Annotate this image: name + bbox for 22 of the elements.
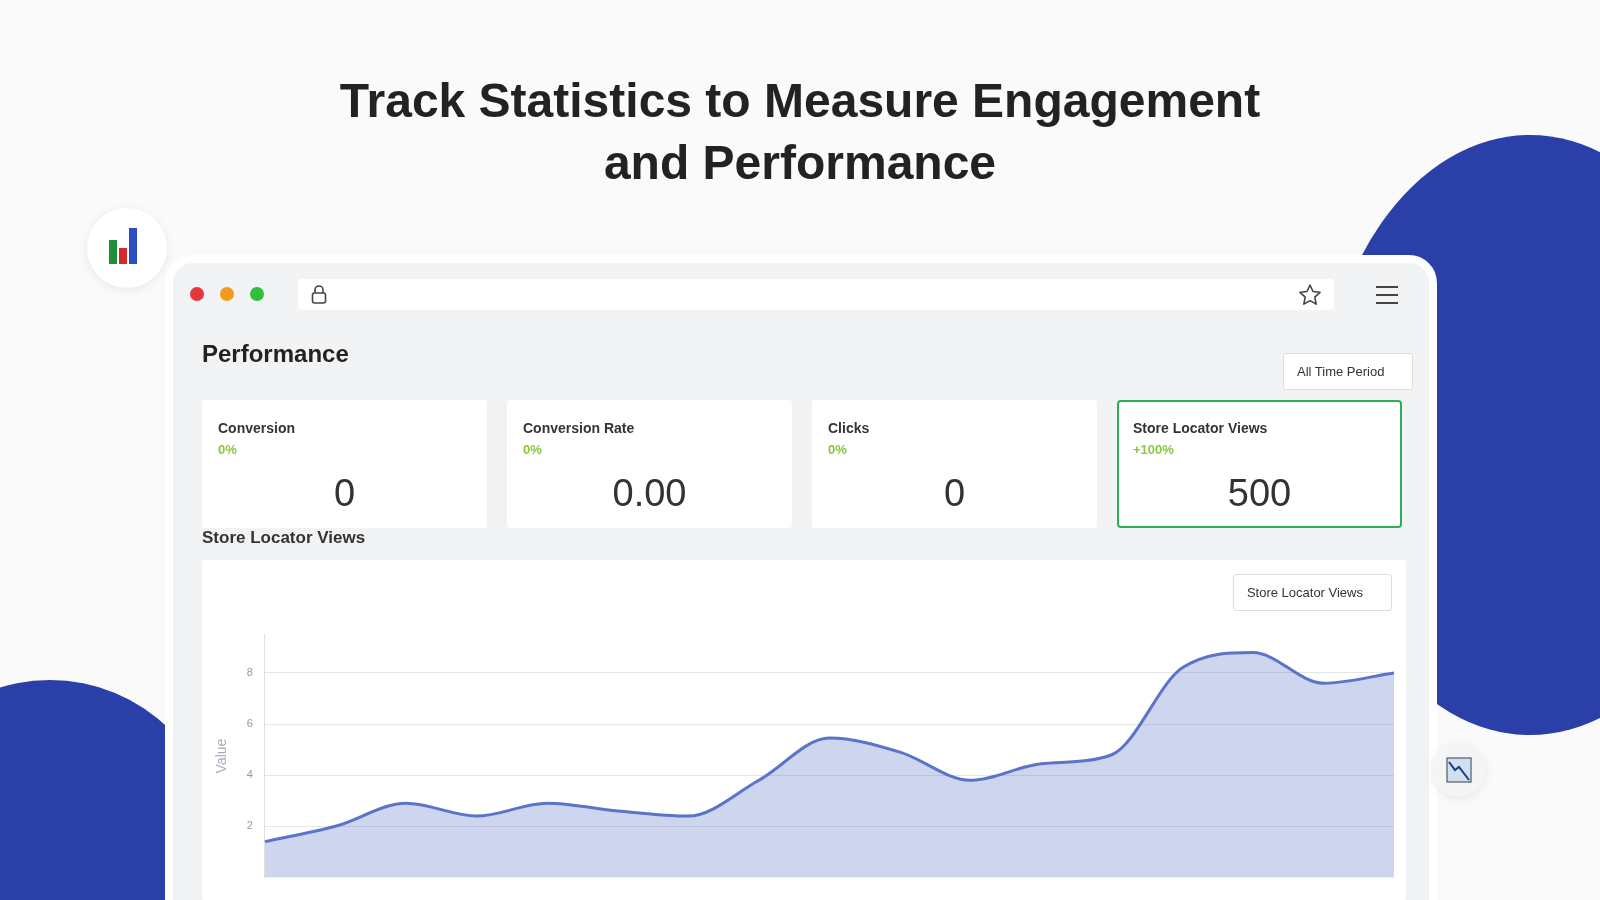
- y-tick-label: 4: [246, 768, 253, 781]
- text: Store Locator Views: [1232, 574, 1392, 611]
- text: Store Locator Views: [1133, 420, 1268, 436]
- text: 0%: [828, 442, 847, 457]
- text: Conversion Rate: [523, 420, 635, 436]
- y-tick-label: 8: [246, 665, 253, 678]
- text: +100%: [1133, 442, 1174, 457]
- text: Performance: [202, 340, 349, 368]
- text: 0: [942, 472, 967, 515]
- text: 0%: [218, 442, 237, 457]
- chart-title: Store Locator Views: [202, 528, 366, 548]
- text: 0: [332, 472, 357, 515]
- text: 0%: [523, 442, 542, 457]
- y-tick-label: 6: [246, 717, 253, 730]
- text: Track Statistics to Measure Engagement and Performance: [338, 73, 1262, 191]
- text: Clicks: [828, 420, 870, 436]
- text: Conversion: [218, 420, 296, 436]
- y-axis-title: Value: [213, 738, 230, 774]
- text: 0.00: [611, 472, 688, 515]
- y-tick-label: 2: [246, 819, 253, 832]
- text: All Time Period: [1283, 353, 1414, 390]
- text: 500: [1226, 472, 1293, 515]
